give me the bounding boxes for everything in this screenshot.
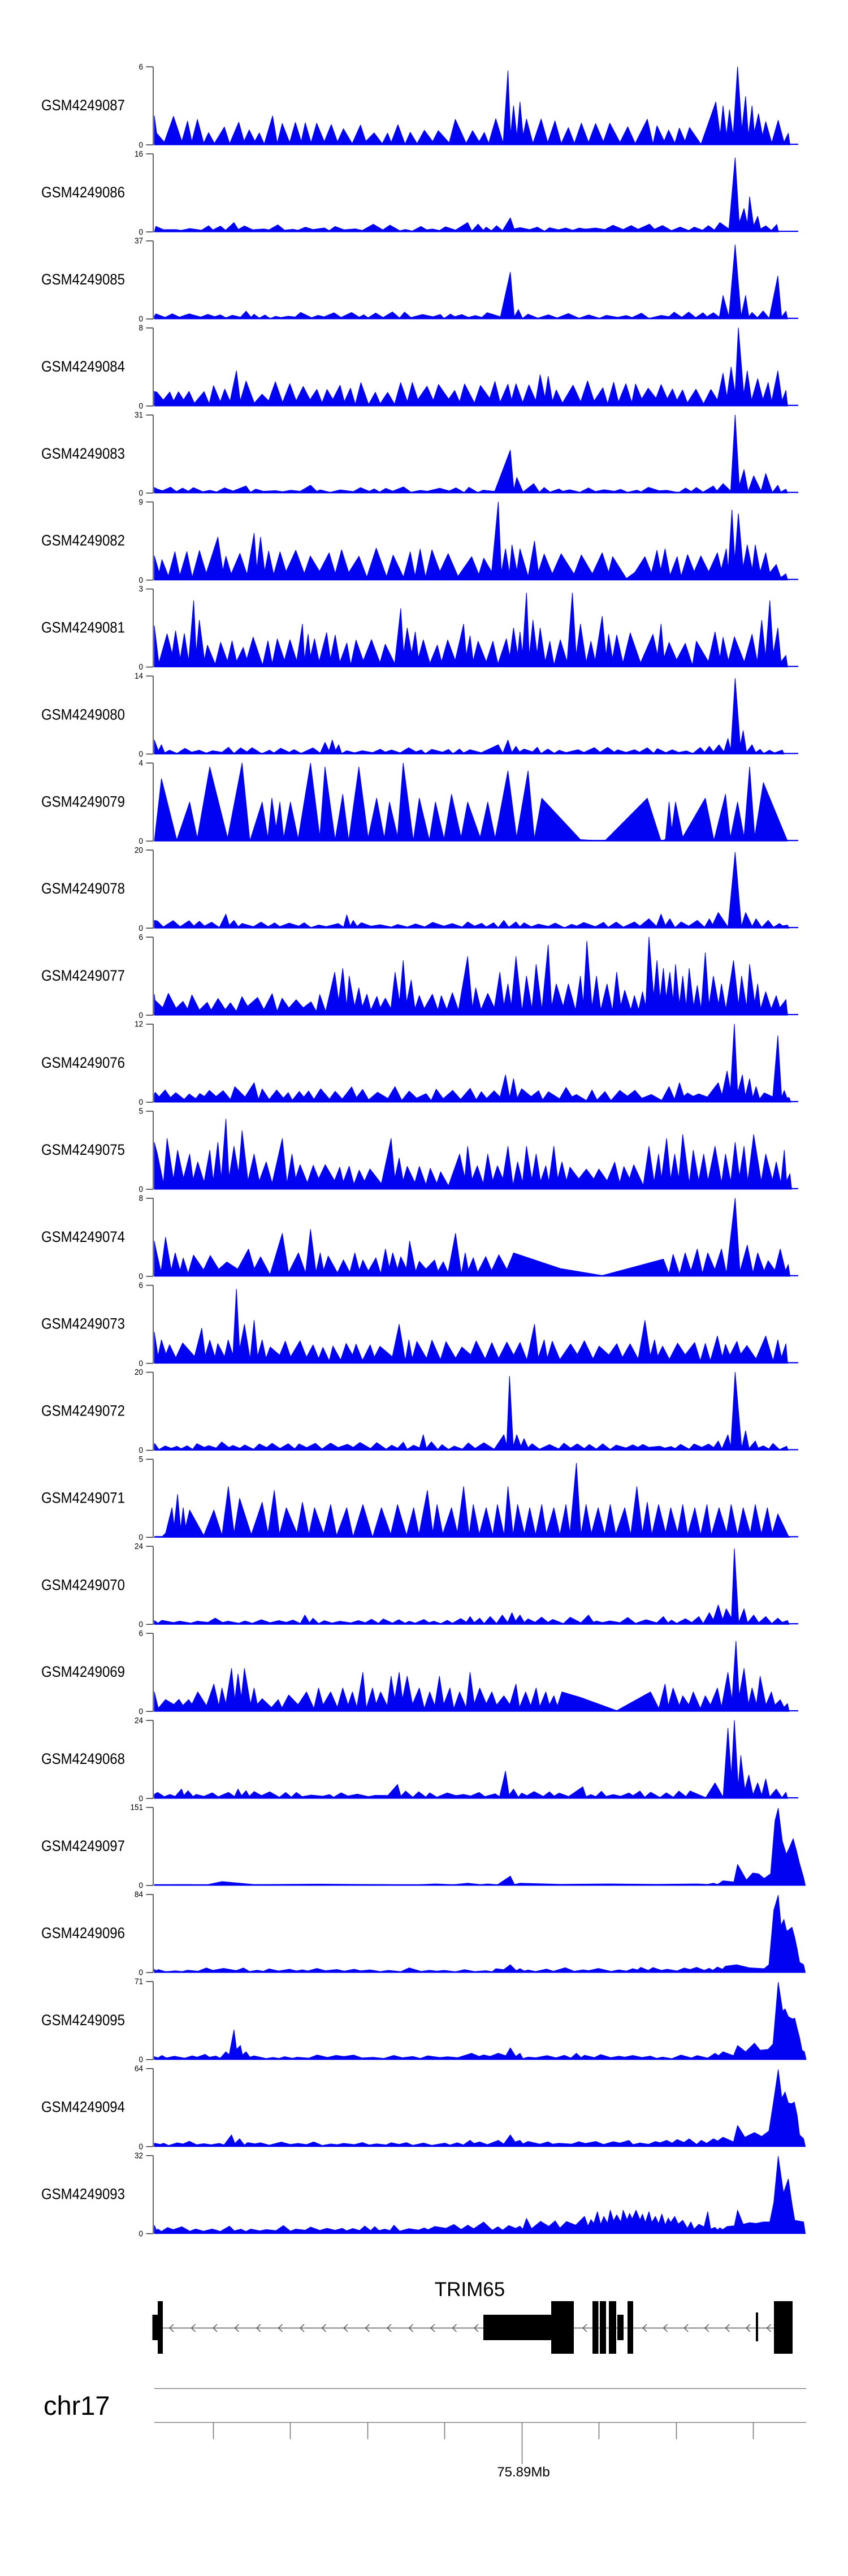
svg-text:20: 20 — [135, 1368, 143, 1378]
svg-text:71: 71 — [135, 1977, 143, 1987]
svg-text:0: 0 — [139, 314, 143, 324]
svg-text:GSM4249076: GSM4249076 — [41, 1055, 125, 1072]
svg-text:9: 9 — [139, 498, 143, 507]
svg-text:0: 0 — [139, 1881, 143, 1891]
svg-text:0: 0 — [139, 1272, 143, 1281]
svg-text:0: 0 — [139, 750, 143, 760]
svg-text:0: 0 — [139, 140, 143, 150]
svg-text:0: 0 — [139, 1098, 143, 1107]
svg-text:8: 8 — [139, 323, 143, 333]
svg-text:0: 0 — [139, 924, 143, 933]
svg-text:4: 4 — [139, 758, 143, 768]
svg-text:0: 0 — [139, 1185, 143, 1194]
svg-text:0: 0 — [139, 402, 143, 411]
svg-text:37: 37 — [135, 236, 143, 246]
svg-text:16: 16 — [135, 149, 143, 159]
svg-text:GSM4249080: GSM4249080 — [41, 706, 125, 723]
svg-text:5: 5 — [139, 1107, 143, 1116]
svg-text:GSM4249083: GSM4249083 — [41, 446, 125, 463]
svg-text:5: 5 — [139, 1455, 143, 1465]
svg-text:0: 0 — [139, 1794, 143, 1803]
svg-text:0: 0 — [139, 1620, 143, 1629]
svg-text:GSM4249087: GSM4249087 — [41, 97, 125, 114]
svg-text:0: 0 — [139, 1533, 143, 1543]
svg-text:0: 0 — [139, 836, 143, 846]
svg-text:14: 14 — [135, 672, 143, 681]
svg-text:24: 24 — [135, 1542, 143, 1551]
svg-text:GSM4249097: GSM4249097 — [41, 1838, 125, 1855]
svg-text:6: 6 — [139, 62, 143, 72]
svg-text:GSM4249068: GSM4249068 — [41, 1751, 125, 1768]
svg-text:31: 31 — [135, 411, 143, 420]
svg-text:GSM4249095: GSM4249095 — [41, 2012, 125, 2029]
svg-text:8: 8 — [139, 1194, 143, 1203]
svg-text:GSM4249073: GSM4249073 — [41, 1315, 125, 1332]
svg-text:3: 3 — [139, 585, 143, 594]
svg-text:GSM4249079: GSM4249079 — [41, 793, 125, 810]
svg-text:32: 32 — [135, 2151, 143, 2161]
svg-text:0: 0 — [139, 1707, 143, 1716]
svg-text:0: 0 — [139, 489, 143, 498]
svg-text:GSM4249078: GSM4249078 — [41, 881, 125, 897]
svg-text:chr17: chr17 — [44, 2391, 110, 2420]
svg-text:6: 6 — [139, 933, 143, 942]
svg-text:6: 6 — [139, 1281, 143, 1291]
svg-text:GSM4249093: GSM4249093 — [41, 2186, 125, 2203]
svg-text:0: 0 — [139, 576, 143, 585]
svg-text:GSM4249096: GSM4249096 — [41, 1925, 125, 1942]
svg-text:GSM4249094: GSM4249094 — [41, 2099, 125, 2116]
svg-text:84: 84 — [135, 1890, 143, 1900]
svg-text:GSM4249084: GSM4249084 — [41, 359, 125, 376]
svg-text:12: 12 — [135, 1020, 143, 1029]
svg-text:0: 0 — [139, 2142, 143, 2152]
svg-text:0: 0 — [139, 663, 143, 672]
svg-text:GSM4249070: GSM4249070 — [41, 1577, 125, 1594]
svg-text:151: 151 — [130, 1803, 143, 1813]
svg-text:GSM4249086: GSM4249086 — [41, 184, 125, 201]
svg-text:GSM4249069: GSM4249069 — [41, 1664, 125, 1681]
svg-text:GSM4249081: GSM4249081 — [41, 619, 125, 636]
svg-text:75.89Mb: 75.89Mb — [497, 2465, 550, 2480]
svg-text:0: 0 — [139, 1359, 143, 1369]
svg-text:64: 64 — [135, 2064, 143, 2074]
svg-text:20: 20 — [135, 845, 143, 855]
svg-text:0: 0 — [139, 2055, 143, 2065]
svg-text:0: 0 — [139, 2229, 143, 2239]
svg-text:GSM4249074: GSM4249074 — [41, 1229, 125, 1246]
svg-text:24: 24 — [135, 1716, 143, 1725]
svg-text:GSM4249082: GSM4249082 — [41, 532, 125, 549]
svg-text:0: 0 — [139, 1011, 143, 1020]
svg-text:TRIM65: TRIM65 — [435, 2279, 505, 2301]
svg-text:GSM4249085: GSM4249085 — [41, 271, 125, 288]
svg-text:0: 0 — [139, 1968, 143, 1978]
svg-text:GSM4249075: GSM4249075 — [41, 1142, 125, 1159]
svg-text:GSM4249077: GSM4249077 — [41, 968, 125, 985]
svg-text:0: 0 — [139, 227, 143, 237]
svg-text:6: 6 — [139, 1629, 143, 1638]
svg-text:GSM4249072: GSM4249072 — [41, 1403, 125, 1419]
svg-text:GSM4249071: GSM4249071 — [41, 1490, 125, 1507]
svg-text:0: 0 — [139, 1446, 143, 1456]
